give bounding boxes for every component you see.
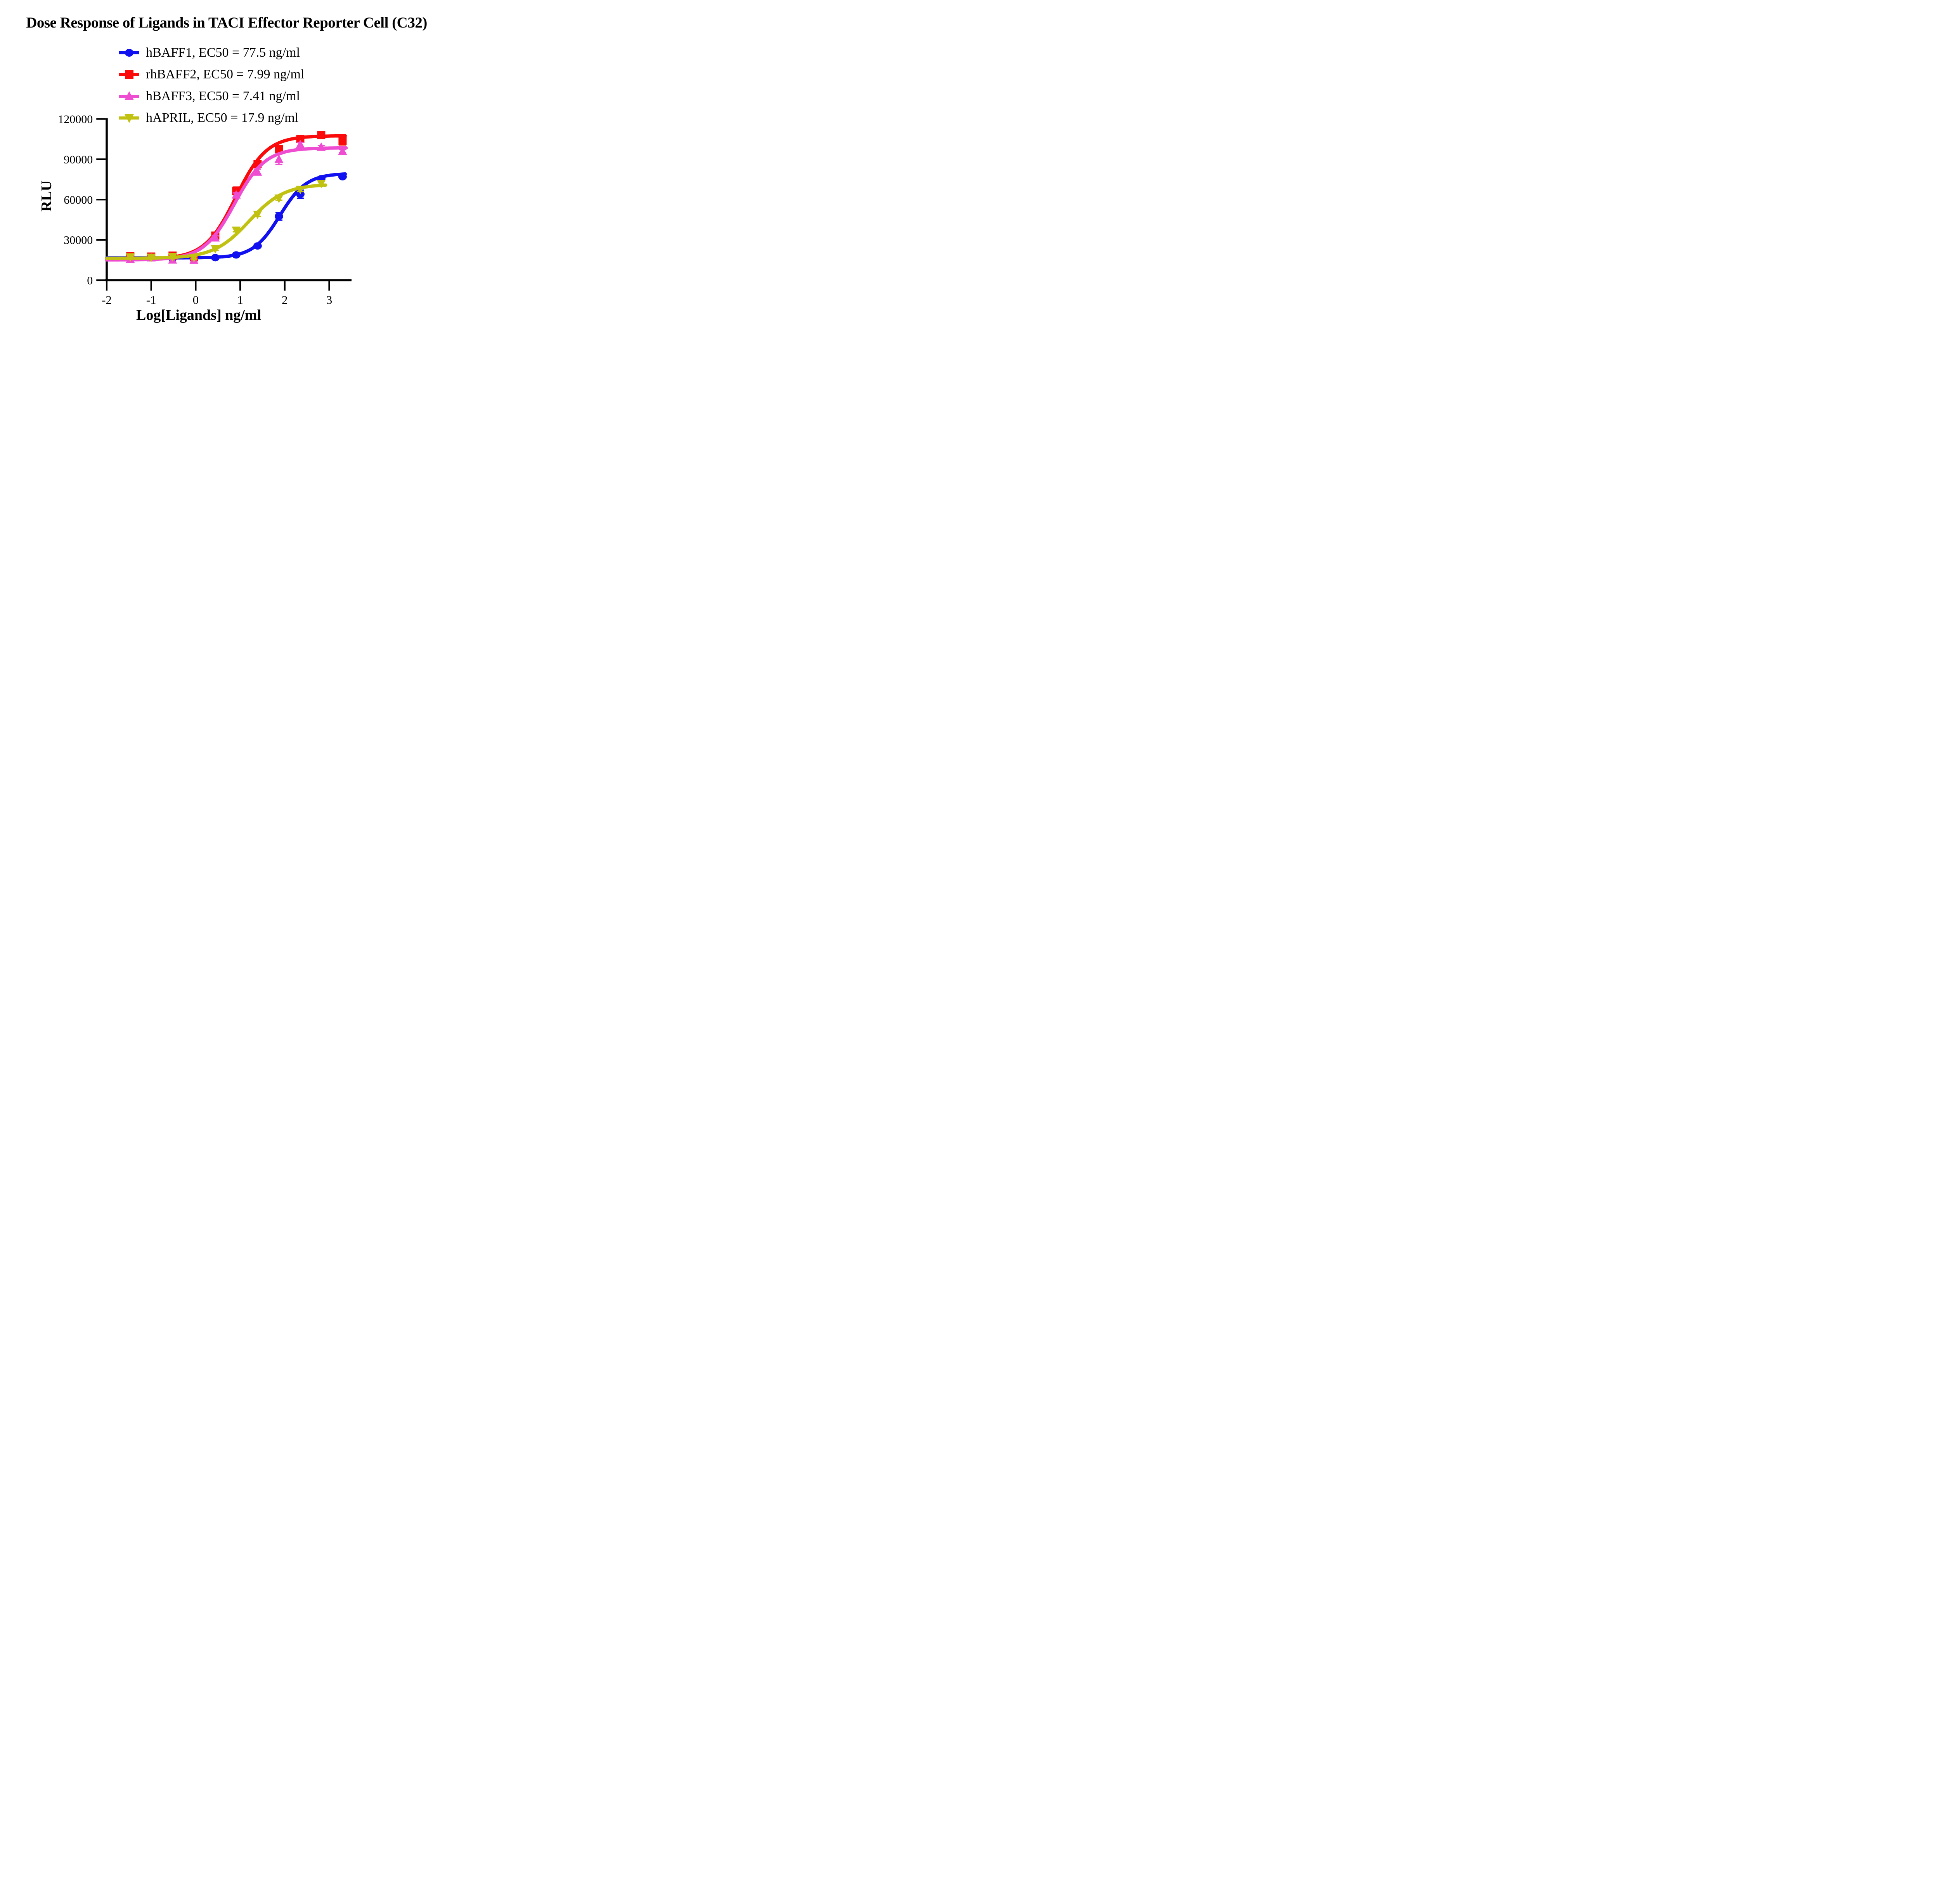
x-tick-label: 1	[237, 293, 243, 307]
data-point-hapril	[317, 180, 326, 189]
chart-title: Dose Response of Ligands in TACI Effecto…	[26, 14, 427, 31]
y-tick-label: 90000	[64, 153, 93, 166]
legend-item-hapril: hAPRIL, EC50 = 17.9 ng/ml	[119, 107, 304, 129]
data-point-hapril	[296, 186, 305, 194]
data-point-hbaff3	[253, 167, 262, 176]
data-point-hbaff1	[211, 254, 220, 262]
rhbaff2-marker-icon	[119, 70, 139, 79]
data-point-hapril	[126, 253, 135, 262]
data-point-hbaff3	[211, 233, 220, 242]
plot-area: 0 30000 60000 90000 120000 -2 -1 0 1 2 3	[58, 113, 352, 307]
y-tick-label: 30000	[64, 234, 93, 247]
legend: hBAFF1, EC50 = 77.5 ng/ml rhBAFF2, EC50 =…	[119, 42, 304, 129]
data-point-hbaff3	[338, 146, 347, 155]
data-point-rhbaff2	[275, 145, 283, 153]
data-point-hapril	[211, 245, 220, 254]
data-point-rhbaff2	[338, 137, 347, 146]
y-tick-label: 0	[87, 274, 93, 287]
data-point-hapril	[189, 254, 199, 263]
legend-label: rhBAFF2, EC50 = 7.99 ng/ml	[146, 67, 305, 82]
legend-label: hBAFF3, EC50 = 7.41 ng/ml	[146, 89, 300, 103]
legend-item-rhbaff2: rhBAFF2, EC50 = 7.99 ng/ml	[119, 64, 304, 85]
x-tick-label: -2	[102, 293, 112, 307]
data-point-hapril	[168, 253, 177, 262]
legend-item-hbaff3: hBAFF3, EC50 = 7.41 ng/ml	[119, 85, 304, 107]
data-point-hapril	[147, 253, 156, 262]
data-point-hbaff3	[232, 190, 241, 199]
data-point-rhbaff2	[317, 131, 326, 139]
x-axis-title: Log[Ligands] ng/ml	[136, 307, 262, 323]
y-tick-label: 60000	[64, 194, 93, 206]
y-tick-label: 120000	[58, 113, 93, 126]
legend-item-hbaff1: hBAFF1, EC50 = 77.5 ng/ml	[119, 42, 304, 64]
data-point-hbaff1	[232, 251, 241, 259]
dose-response-figure: Dose Response of Ligands in TACI Effecto…	[0, 0, 453, 333]
legend-label: hAPRIL, EC50 = 17.9 ng/ml	[146, 111, 299, 125]
x-tick-label: 3	[326, 293, 333, 307]
data-point-hbaff1	[338, 173, 347, 180]
data-point-hapril	[253, 210, 262, 219]
x-tick-label: 2	[282, 293, 288, 307]
data-point-hbaff1	[253, 242, 262, 250]
rhbaff2-fit-curve	[105, 134, 347, 261]
x-tick-label: 0	[193, 293, 199, 307]
data-point-hbaff3	[317, 142, 326, 151]
hbaff3-marker-icon	[119, 91, 139, 100]
data-point-hapril	[274, 194, 284, 203]
hbaff1-marker-icon	[119, 49, 139, 57]
data-point-hbaff1	[274, 213, 283, 220]
data-point-hbaff3	[274, 154, 284, 163]
legend-label: hBAFF1, EC50 = 77.5 ng/ml	[146, 45, 300, 60]
x-tick-label: -1	[146, 293, 156, 307]
y-axis-title: RLU	[38, 180, 55, 212]
data-point-rhbaff2	[296, 135, 305, 143]
data-point-hbaff3	[296, 139, 305, 148]
hapril-marker-icon	[119, 114, 139, 123]
data-point-hapril	[232, 226, 241, 235]
